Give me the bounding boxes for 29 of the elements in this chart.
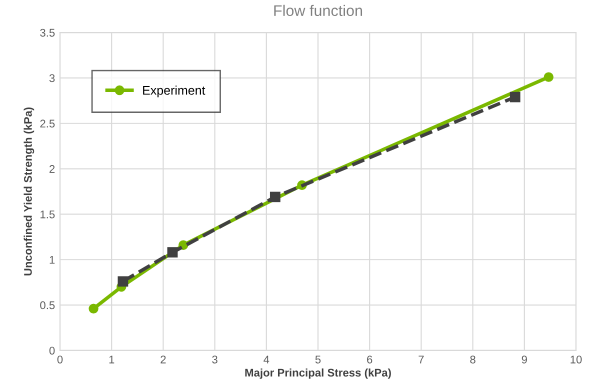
y-tick-label: 1.5 [40, 210, 55, 218]
chart-title: Flow function [274, 4, 362, 16]
legend-label: Experiment [143, 86, 206, 98]
y-tick-label: 0.5 [40, 301, 55, 310]
x-tick-label: 7 [418, 356, 424, 364]
x-tick-label: 3 [212, 356, 218, 364]
x-tick-label: 6 [367, 356, 372, 364]
x-tick-label: 5 [315, 356, 321, 364]
y-tick-label: 0 [49, 346, 55, 355]
x-tick-label: 1 [109, 356, 114, 364]
x-tick-label: 10 [570, 356, 582, 364]
y-tick-label: 1 [50, 256, 55, 264]
point [544, 72, 554, 82]
point [118, 276, 128, 287]
point [167, 247, 178, 258]
point [88, 304, 98, 314]
y-tick-label: 3.5 [40, 28, 55, 37]
x-tick-label: 0 [57, 356, 63, 364]
y-axis-title: Unconfined Yield Strength (kPa) [24, 107, 34, 276]
y-tick-label: 2.5 [40, 120, 55, 128]
x-tick-label: 2 [160, 356, 166, 364]
x-tick-label: 8 [470, 356, 476, 364]
x-tick-label: 4 [264, 356, 270, 364]
point [270, 192, 280, 202]
x-axis-title: Major Principal Stress (kPa) [245, 368, 391, 379]
point [510, 92, 520, 102]
y-tick-label: 3 [49, 74, 55, 82]
x-tick-label: 9 [522, 356, 527, 364]
y-tick-label: 2 [50, 165, 55, 173]
